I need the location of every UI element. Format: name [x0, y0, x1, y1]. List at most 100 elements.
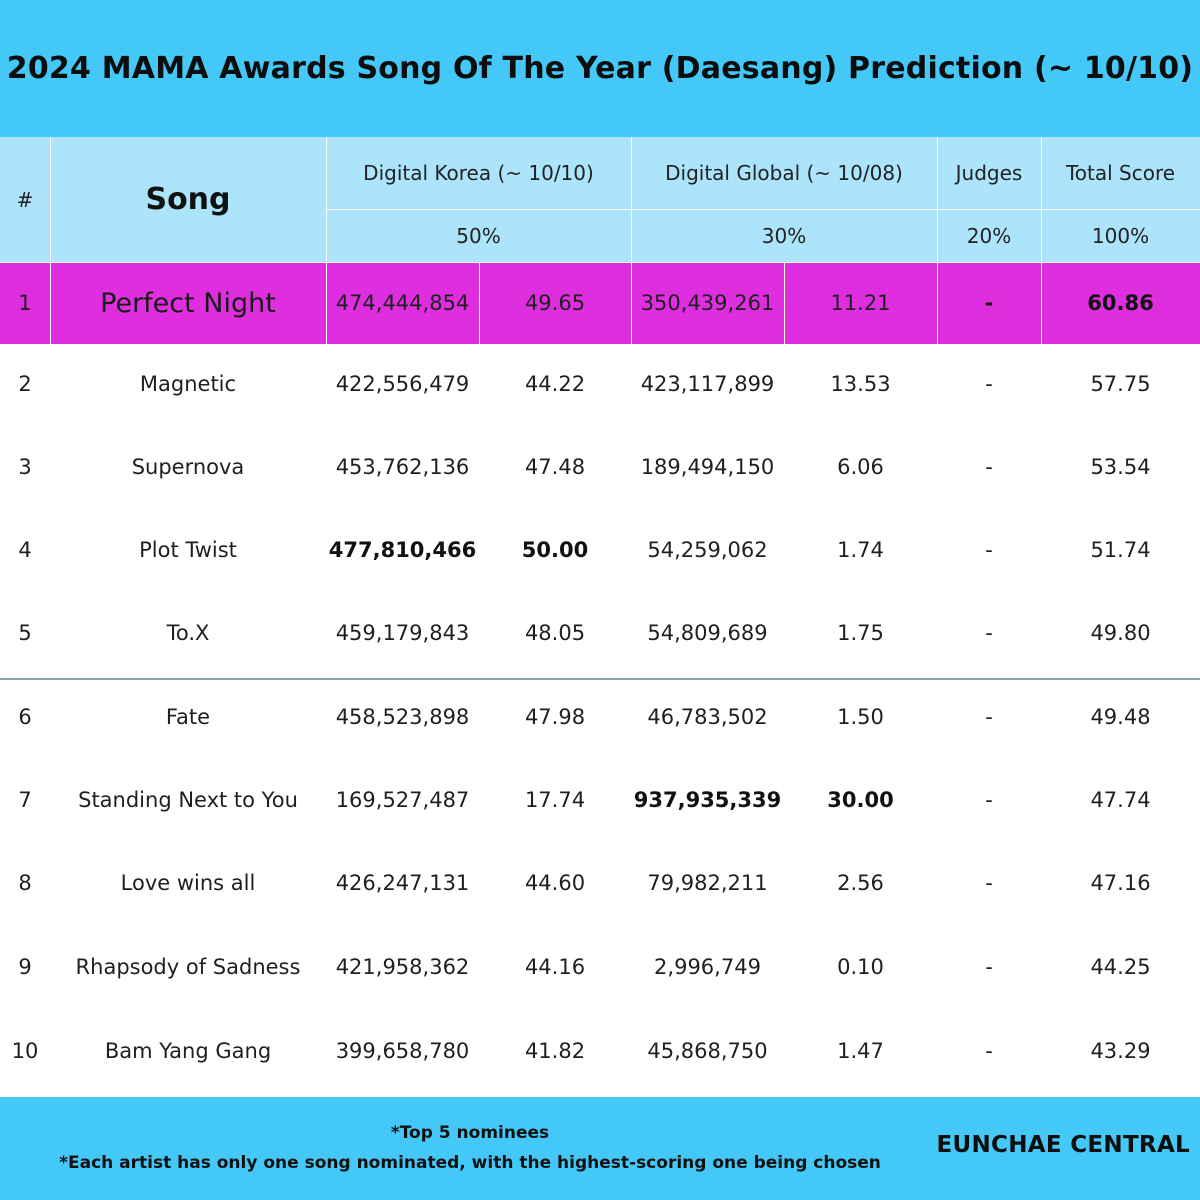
cell-judges: - [985, 787, 993, 812]
cell-global-score: 1.50 [837, 704, 884, 729]
cell-global-value: 45,868,750 [647, 1038, 768, 1063]
cell-korea-value: 399,658,780 [335, 1038, 470, 1063]
cell-korea-score: 49.65 [524, 291, 586, 315]
cell-judges: - [984, 291, 994, 315]
cell-korea-value: 169,527,487 [335, 787, 470, 812]
cell-total: 47.16 [1090, 871, 1151, 895]
cell-judges: - [985, 537, 993, 562]
cell-total: 51.74 [1090, 537, 1151, 562]
grid-vline [50, 137, 51, 344]
cell-korea-value: 474,444,854 [335, 291, 470, 315]
grid-vline [1041, 137, 1042, 344]
cell-judges: - [985, 621, 993, 645]
weight-digital-global: 30% [761, 223, 807, 248]
cell-global-value: 937,935,339 [633, 787, 782, 812]
cell-korea-score: 44.22 [524, 371, 586, 396]
grid-hline [0, 262, 1200, 263]
footer-banner: *Top 5 nominees *Each artist has only on… [0, 1097, 1200, 1200]
cell-korea-score: 44.60 [524, 871, 586, 895]
cell-korea-value: 477,810,466 [328, 537, 477, 562]
top5-separator [0, 678, 1200, 680]
cell-korea-value: 421,958,362 [335, 954, 470, 979]
header-rank: # [16, 187, 34, 212]
title-banner: 2024 MAMA Awards Song Of The Year (Daesa… [0, 0, 1200, 137]
cell-korea-value: 453,762,136 [335, 454, 470, 479]
cell-judges: - [985, 1038, 993, 1063]
cell-korea-score: 17.74 [524, 787, 586, 812]
cell-song: Magnetic [139, 371, 237, 396]
cell-rank: 6 [18, 704, 32, 729]
cell-global-score: 1.75 [837, 621, 884, 645]
cell-song: Rhapsody of Sadness [75, 954, 301, 979]
weight-total: 100% [1091, 223, 1150, 248]
cell-rank: 3 [18, 454, 32, 479]
cell-korea-score: 44.16 [524, 954, 586, 979]
cell-song: Love wins all [120, 871, 256, 895]
cell-global-score: 13.53 [830, 371, 891, 396]
cell-global-value: 54,809,689 [647, 621, 768, 645]
grid-hline [326, 209, 1200, 210]
cell-judges: - [985, 454, 993, 479]
cell-total: 43.29 [1090, 1038, 1151, 1063]
cell-judges: - [985, 871, 993, 895]
cell-rank: 10 [11, 1038, 39, 1063]
cell-song: Perfect Night [100, 287, 276, 319]
cell-global-value: 79,982,211 [647, 871, 768, 895]
footnote-rule: *Each artist has only one song nominated… [59, 1153, 881, 1173]
header-digital-korea: Digital Korea (~ 10/10) [363, 161, 594, 185]
cell-global-value: 423,117,899 [640, 371, 775, 396]
footnote-top5: *Top 5 nominees [390, 1123, 550, 1143]
cell-total: 44.25 [1090, 954, 1151, 979]
cell-global-score: 30.00 [827, 787, 894, 812]
cell-total: 60.86 [1087, 291, 1154, 315]
cell-song: To.X [166, 621, 210, 645]
cell-rank: 1 [18, 291, 32, 315]
cell-total: 49.48 [1090, 704, 1151, 729]
cell-global-score: 0.10 [837, 954, 884, 979]
cell-rank: 2 [18, 371, 32, 396]
grid-vline [479, 262, 480, 344]
highlighted-row [0, 262, 1200, 344]
grid-vline [784, 262, 785, 344]
cell-korea-score: 41.82 [524, 1038, 586, 1063]
cell-korea-score: 47.48 [524, 454, 586, 479]
cell-global-score: 1.47 [837, 1038, 884, 1063]
chart-title: 2024 MAMA Awards Song Of The Year (Daesa… [6, 51, 1194, 86]
grid-vline [326, 137, 327, 344]
cell-korea-value: 458,523,898 [335, 704, 470, 729]
cell-song: Plot Twist [139, 537, 237, 562]
cell-total: 47.74 [1090, 787, 1151, 812]
cell-judges: - [985, 371, 993, 396]
cell-global-score: 11.21 [830, 291, 891, 315]
cell-global-value: 46,783,502 [647, 704, 768, 729]
header-song: Song [145, 182, 231, 217]
grid-vline [631, 137, 632, 344]
cell-song: Supernova [131, 454, 245, 479]
weight-judges: 20% [966, 223, 1012, 248]
cell-global-score: 6.06 [837, 454, 884, 479]
cell-song: Fate [165, 704, 211, 729]
cell-korea-score: 47.98 [524, 704, 586, 729]
cell-global-score: 1.74 [837, 537, 884, 562]
cell-total: 49.80 [1090, 621, 1151, 645]
cell-global-value: 350,439,261 [640, 291, 775, 315]
cell-song: Standing Next to You [78, 787, 298, 812]
cell-global-value: 2,996,749 [654, 954, 761, 979]
cell-judges: - [985, 954, 993, 979]
table-header [0, 137, 1200, 262]
cell-rank: 9 [18, 954, 32, 979]
grid-vline [937, 137, 938, 344]
cell-global-value: 54,259,062 [647, 537, 768, 562]
cell-korea-score: 50.00 [521, 537, 589, 562]
header-digital-global: Digital Global (~ 10/08) [665, 161, 903, 185]
cell-global-value: 189,494,150 [640, 454, 775, 479]
header-judges: Judges [955, 161, 1023, 185]
header-total: Total Score [1065, 161, 1176, 185]
cell-global-score: 2.56 [837, 871, 884, 895]
cell-total: 53.54 [1090, 454, 1151, 479]
cell-total: 57.75 [1090, 371, 1151, 396]
weight-digital-korea: 50% [456, 223, 501, 248]
cell-rank: 8 [18, 871, 32, 895]
cell-korea-value: 459,179,843 [335, 621, 470, 645]
brand-label: EUNCHAE CENTRAL [936, 1132, 1190, 1158]
